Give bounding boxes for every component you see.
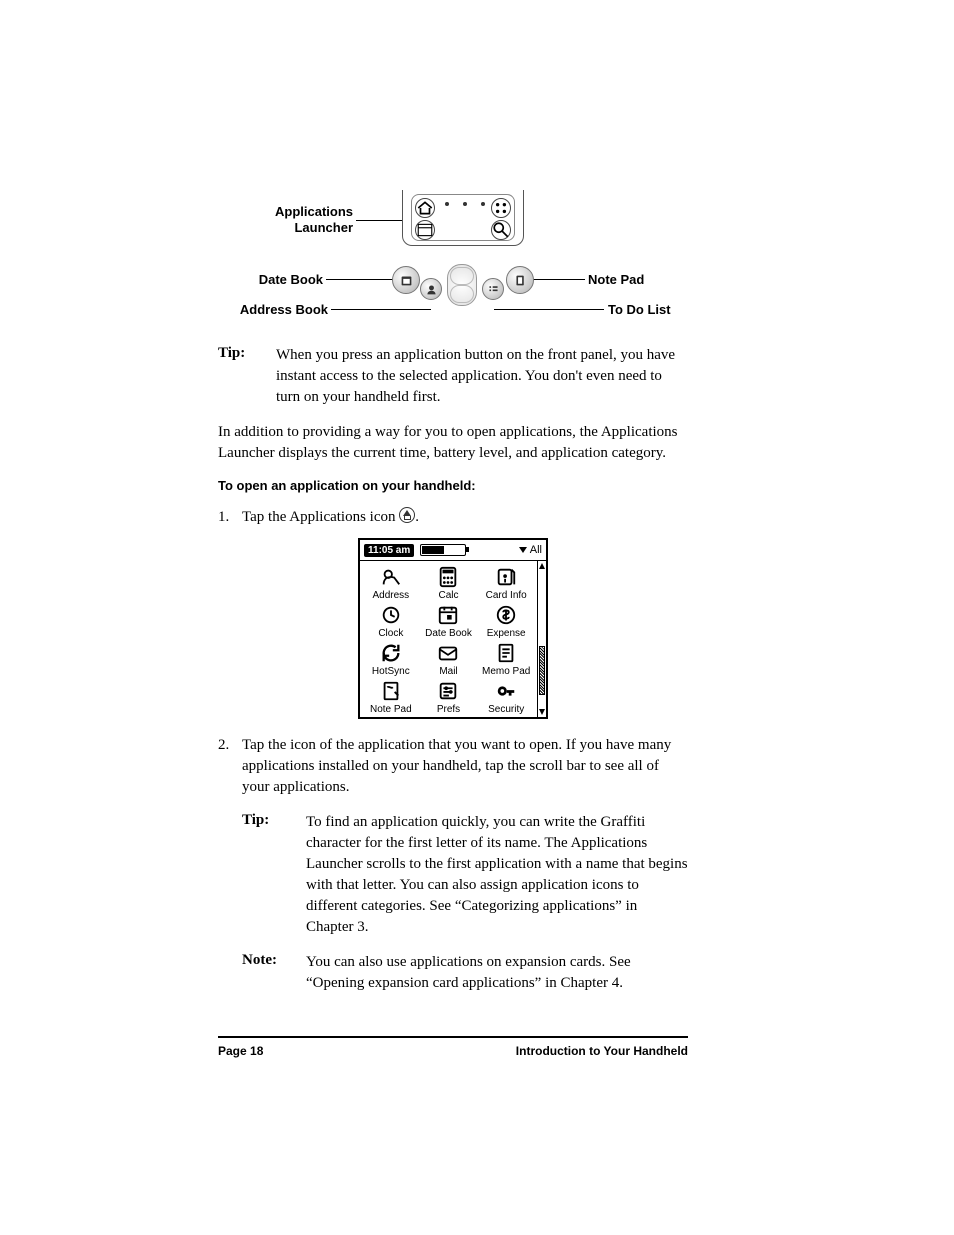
manual-page: Applications Launcher Date Book Address … [0,0,954,1235]
app-clock[interactable]: Clock [362,603,420,639]
device-diagram: Applications Launcher Date Book Address … [218,190,688,325]
date-book-button[interactable] [392,266,420,294]
tip-block-2: Tip: To find an application quickly, you… [242,812,688,938]
notepad-icon [378,679,404,703]
tip-label: Tip: [218,345,276,408]
calculator-icon [491,198,511,218]
app-label: Address [362,590,420,601]
tip2-label: Tip: [242,812,306,938]
memopad-icon [493,641,519,665]
address-book-button[interactable] [420,278,442,300]
scroll-track[interactable] [538,571,546,707]
tip-block-1: Tip: When you press an application butto… [218,345,688,408]
cardinfo-icon [493,565,519,589]
battery-icon [420,544,466,556]
app-label: Date Book [420,628,478,639]
label-applications-launcher-l1: Applications [275,204,353,219]
app-prefs[interactable]: Prefs [420,679,478,715]
step-1: 1. Tap the Applications icon . [218,507,688,528]
step-1-text-a: Tap the Applications icon [242,509,399,525]
app-label: Clock [362,628,420,639]
to-do-list-button[interactable] [482,278,504,300]
label-address-book: Address Book [208,302,328,318]
tip-text: When you press an application button on … [276,345,688,408]
footer-section-title: Introduction to Your Handheld [516,1044,688,1058]
paragraph-intro: In addition to providing a way for you t… [218,422,688,464]
datebook-icon [435,603,461,627]
app-hotsync[interactable]: HotSync [362,641,420,677]
dropdown-icon [519,547,527,553]
app-label: Calc [420,590,478,601]
app-mail[interactable]: Mail [420,641,478,677]
app-label: Expense [477,628,535,639]
applications-icon [399,507,415,523]
nav-pad[interactable] [447,264,477,306]
device-body [402,190,522,310]
expense-icon [493,603,519,627]
security-icon [493,679,519,703]
app-calc[interactable]: Calc [420,565,478,601]
launcher-header: 11:05 am All [360,540,546,561]
note1-text: You can also use applications on expansi… [306,952,688,994]
app-datebook[interactable]: Date Book [420,603,478,639]
step-1-text-b: . [415,509,419,525]
step-2-body: Tap the icon of the application that you… [242,735,688,798]
find-icon [491,220,511,240]
app-label: Memo Pad [477,666,535,677]
scroll-thumb[interactable] [539,646,545,696]
app-label: HotSync [362,666,420,677]
step-2: 2. Tap the icon of the application that … [218,735,688,798]
app-label: Card Info [477,590,535,601]
label-applications-launcher-l2: Launcher [294,220,353,235]
app-cardinfo[interactable]: Card Info [477,565,535,601]
address-icon [378,565,404,589]
launcher-grid: AddressCalcCard Info ClockDate BookExpens… [360,561,537,717]
app-label: Security [477,704,535,715]
hardware-button-row [392,260,532,310]
hotsync-icon [378,641,404,665]
graffiti-area [402,190,524,246]
scroll-up-icon[interactable] [538,561,546,571]
app-expense[interactable]: Expense [477,603,535,639]
launcher-scrollbar[interactable] [537,561,546,717]
step-2-number: 2. [218,735,242,798]
tip2-text: To find an application quickly, you can … [306,812,688,938]
scroll-down-icon[interactable] [538,707,546,717]
clock-icon [378,603,404,627]
label-applications-launcher: Applications Launcher [208,204,353,236]
label-note-pad: Note Pad [588,272,644,288]
page-footer: Page 18 Introduction to Your Handheld [218,1044,688,1058]
calc-icon [435,565,461,589]
footer-rule [218,1036,688,1038]
content-column: Applications Launcher Date Book Address … [218,190,688,994]
app-security[interactable]: Security [477,679,535,715]
note-pad-button[interactable] [506,266,534,294]
mail-icon [435,641,461,665]
footer-page-number: Page 18 [218,1044,263,1058]
label-date-book: Date Book [208,272,323,288]
app-label: Prefs [420,704,478,715]
prefs-icon [435,679,461,703]
launcher-body: AddressCalcCard Info ClockDate BookExpens… [360,561,546,717]
launcher-time: 11:05 am [364,544,414,557]
applications-launcher-screenshot: 11:05 am All AddressCalcCard Info ClockDa… [358,538,548,719]
category-picker[interactable]: All [519,544,542,556]
menu-icon [415,220,435,240]
app-address[interactable]: Address [362,565,420,601]
note1-label: Note: [242,952,306,994]
app-memopad[interactable]: Memo Pad [477,641,535,677]
step-1-number: 1. [218,507,242,528]
app-label: Note Pad [362,704,420,715]
home-icon [415,198,435,218]
procedure-heading: To open an application on your handheld: [218,478,688,493]
label-to-do-list: To Do List [608,302,671,318]
app-notepad[interactable]: Note Pad [362,679,420,715]
step-1-body: Tap the Applications icon . [242,507,688,528]
app-label: Mail [420,666,478,677]
category-label: All [530,544,542,556]
note-block-1: Note: You can also use applications on e… [242,952,688,994]
